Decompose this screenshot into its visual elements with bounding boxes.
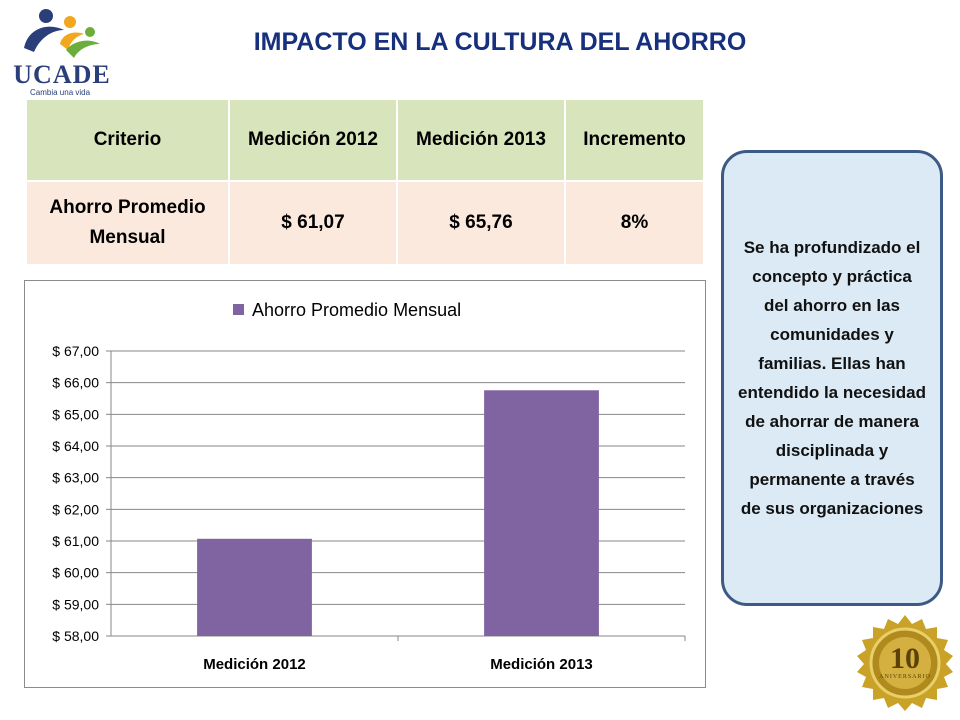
- bar: [484, 390, 599, 636]
- y-tick-label: $ 63,00: [52, 470, 99, 486]
- y-tick-label: $ 58,00: [52, 628, 99, 644]
- legend-label: Ahorro Promedio Mensual: [252, 300, 461, 320]
- bar: [197, 538, 312, 636]
- chart-canvas: $ 58,00 $ 59,00 $ 60,00 $ 61,00 $ 62,00 $ 63,…: [52, 300, 686, 673]
- y-tick-label: $ 59,00: [52, 596, 99, 612]
- table-header-cell: Incremento: [564, 98, 705, 182]
- table-cell-m2013: $ 65,76: [396, 180, 566, 266]
- anniversary-seal: 10 ANIVERSARIO: [856, 614, 954, 712]
- seal-icon: [857, 615, 953, 711]
- legend-swatch: [233, 304, 244, 315]
- table-header-cell: Criterio: [25, 98, 230, 182]
- bar-chart: $ 58,00 $ 59,00 $ 60,00 $ 61,00 $ 62,00 $ 63,…: [24, 280, 706, 688]
- y-tick-label: $ 66,00: [52, 375, 99, 391]
- table-header-cell: Medición 2013: [396, 98, 566, 182]
- table-cell-m2012: $ 61,07: [228, 180, 398, 266]
- y-tick-label: $ 65,00: [52, 406, 99, 422]
- y-tick-label: $ 64,00: [52, 438, 99, 454]
- summary-table: Criterio Medición 2012 Medición 2013 Inc…: [25, 98, 705, 266]
- logo-tagline: Cambia una vida: [30, 88, 91, 97]
- table-cell-criterio: Ahorro Promedio Mensual: [25, 180, 230, 266]
- table-header-row: Criterio Medición 2012 Medición 2013 Inc…: [25, 98, 705, 182]
- y-tick-label: $ 62,00: [52, 501, 99, 517]
- logo-wordmark: UCADE: [13, 60, 111, 89]
- x-tick-label: Medición 2012: [203, 656, 306, 673]
- y-tick-label: $ 61,00: [52, 533, 99, 549]
- y-tick-label: $ 67,00: [52, 343, 99, 359]
- y-tick-label: $ 60,00: [52, 565, 99, 581]
- callout-text: Se ha profundizado el concepto y práctic…: [738, 238, 926, 518]
- x-tick-label: Medición 2013: [490, 656, 593, 673]
- page-title: IMPACTO EN LA CULTURA DEL AHORRO: [253, 28, 747, 56]
- logo-figures-icon: [24, 9, 100, 58]
- table-header-cell: Medición 2012: [228, 98, 398, 182]
- table-row: Ahorro Promedio Mensual $ 61,07 $ 65,76 …: [25, 180, 705, 266]
- table-cell-incremento: 8%: [564, 180, 705, 266]
- callout-box: Se ha profundizado el concepto y práctic…: [721, 150, 943, 606]
- seal-label: 10 ANIVERSARIO: [879, 642, 931, 681]
- ucade-logo: UCADE Cambia una vida: [4, 4, 112, 97]
